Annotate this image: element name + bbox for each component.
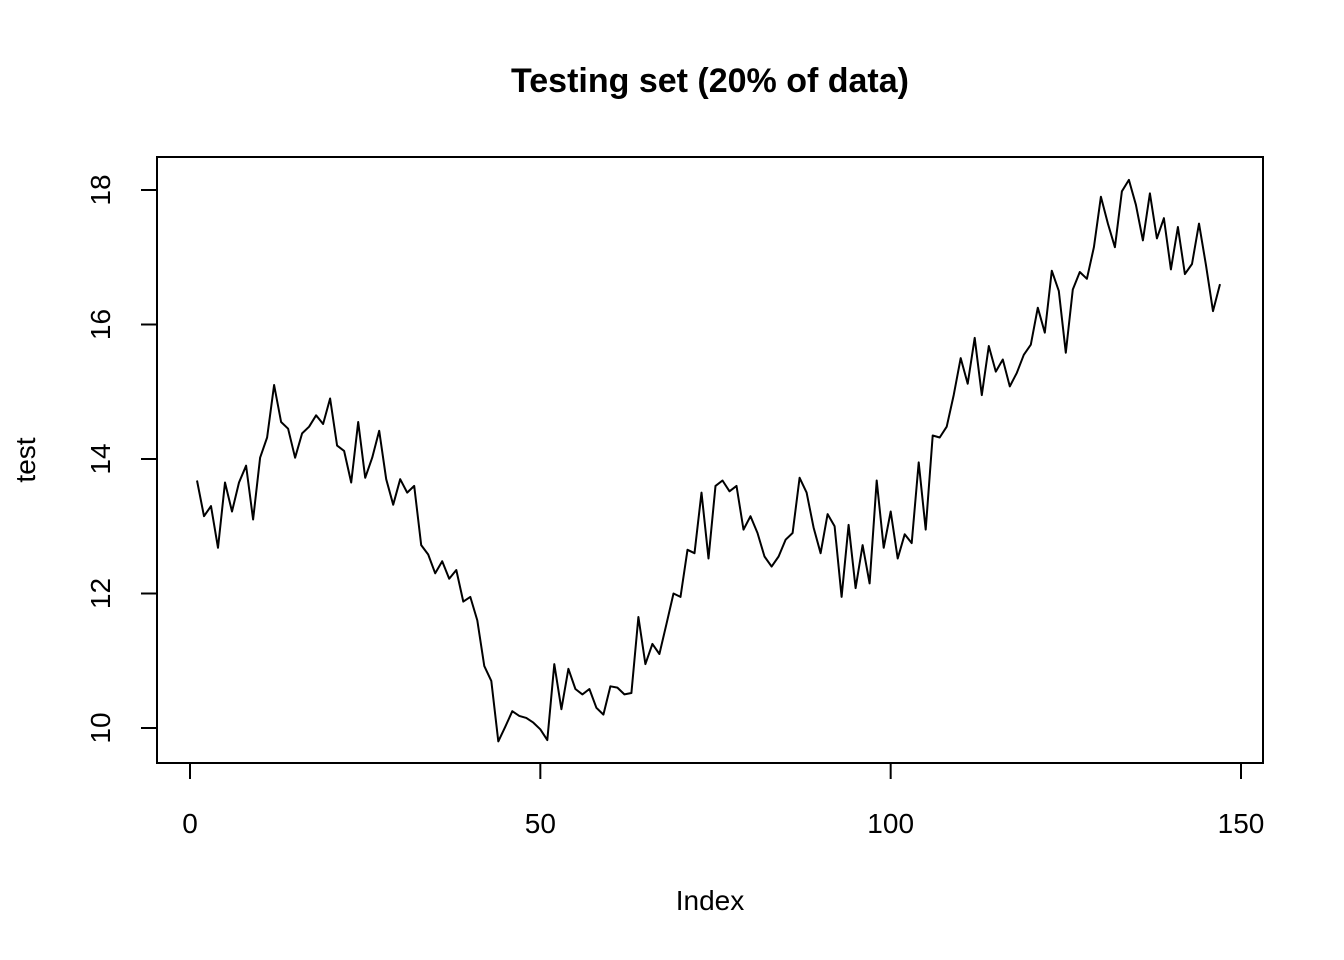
y-tick-label: 14: [85, 443, 116, 474]
x-axis: 0 50 100 150: [182, 762, 1265, 839]
x-tick-label: 100: [867, 808, 914, 839]
plot-frame: [156, 156, 1264, 764]
y-tick-label: 12: [85, 578, 116, 609]
x-tick-label: 150: [1218, 808, 1265, 839]
series-line: [196, 178, 1221, 743]
x-axis-label: Index: [676, 885, 745, 916]
x-tick-label: 0: [182, 808, 198, 839]
chart-title: Testing set (20% of data): [511, 62, 909, 100]
y-tick-label: 10: [85, 712, 116, 743]
y-axis-label: test: [10, 437, 41, 482]
x-tick-label: 50: [525, 808, 556, 839]
y-tick-label: 18: [85, 174, 116, 205]
y-axis: 10 12 14 16 18: [85, 174, 158, 744]
y-tick-label: 16: [85, 309, 116, 340]
